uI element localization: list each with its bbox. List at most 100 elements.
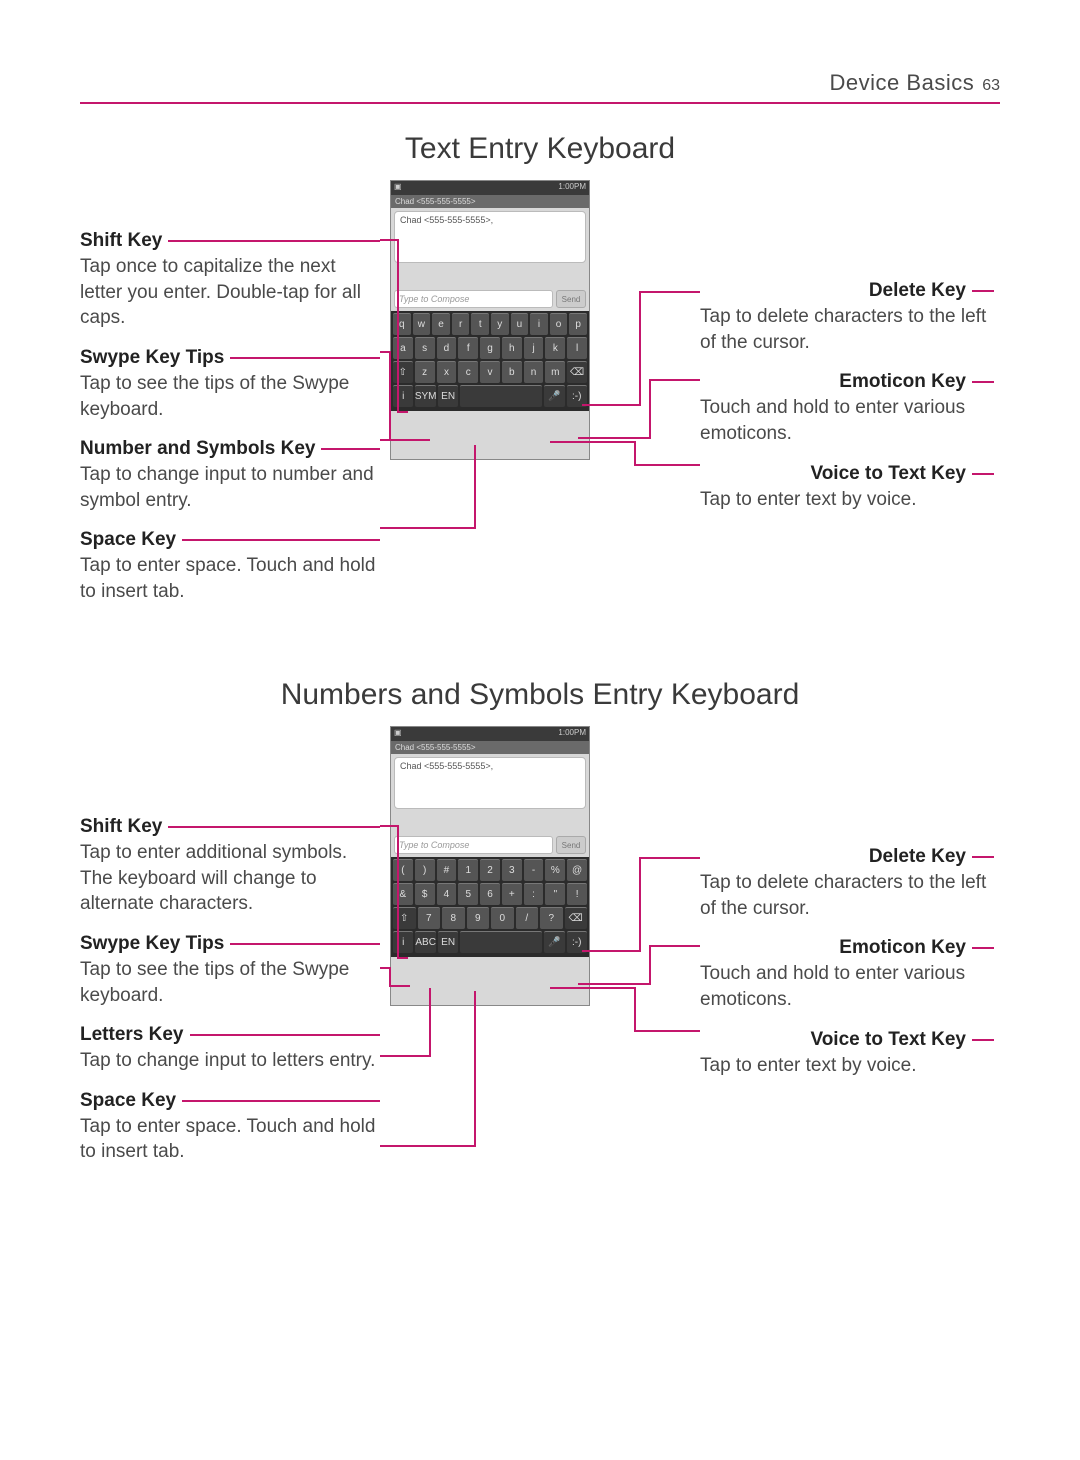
key[interactable]: @ [567, 859, 587, 881]
callout: Swype Key TipsTap to see the tips of the… [80, 347, 380, 422]
callout-label: Shift Key [80, 816, 162, 838]
key[interactable]: 🎤 [544, 385, 564, 407]
callout: Space KeyTap to enter space. Touch and h… [80, 1090, 380, 1165]
send-button[interactable]: Send [556, 290, 586, 308]
key[interactable]: 3 [502, 859, 522, 881]
callout: Voice to Text KeyTap to enter text by vo… [700, 463, 1000, 513]
key[interactable]: s [415, 337, 435, 359]
key[interactable]: 1 [458, 859, 478, 881]
key[interactable]: i [393, 931, 413, 953]
key[interactable]: x [437, 361, 457, 383]
compose-input[interactable]: Type to Compose [394, 290, 553, 308]
header-section: Device Basics [830, 70, 975, 96]
page-header: Device Basics 63 [80, 70, 1000, 104]
key[interactable]: $ [415, 883, 435, 905]
key[interactable]: ! [567, 883, 587, 905]
key[interactable]: / [516, 907, 539, 929]
callout-desc: Tap once to capitalize the next letter y… [80, 254, 380, 331]
key[interactable]: : [524, 883, 544, 905]
key[interactable]: r [452, 313, 470, 335]
key[interactable]: e [432, 313, 450, 335]
key[interactable]: EN [438, 385, 458, 407]
keyboard-qwerty[interactable]: qwertyuiopasdfghjkl⇧zxcvbnm⌫iSYMEN🎤:-) [391, 311, 589, 411]
thread-header: Chad <555-555-5555> [391, 195, 589, 208]
key[interactable]: + [502, 883, 522, 905]
key[interactable]: o [550, 313, 568, 335]
key[interactable]: n [524, 361, 544, 383]
key[interactable]: " [545, 883, 565, 905]
callout-desc: Touch and hold to enter various emoticon… [700, 961, 1000, 1012]
callout-desc: Tap to change input to letters entry. [80, 1048, 380, 1074]
key[interactable]: z [415, 361, 435, 383]
key[interactable]: ( [393, 859, 413, 881]
key[interactable]: :-) [567, 931, 587, 953]
key[interactable]: a [393, 337, 413, 359]
callout-label: Number and Symbols Key [80, 438, 315, 460]
key[interactable]: f [458, 337, 478, 359]
key[interactable]: ⇧ [393, 907, 416, 929]
key[interactable]: h [502, 337, 522, 359]
key[interactable]: i [530, 313, 548, 335]
key[interactable]: ABC [415, 931, 435, 953]
key[interactable]: d [437, 337, 457, 359]
compose-input[interactable]: Type to Compose [394, 836, 553, 854]
key[interactable]: 5 [458, 883, 478, 905]
key[interactable]: 6 [480, 883, 500, 905]
key[interactable]: m [545, 361, 565, 383]
key[interactable]: j [524, 337, 544, 359]
callout-label: Space Key [80, 529, 176, 551]
key[interactable]: :-) [567, 385, 587, 407]
key[interactable]: 2 [480, 859, 500, 881]
key[interactable]: w [413, 313, 431, 335]
key[interactable]: EN [438, 931, 458, 953]
key[interactable]: t [471, 313, 489, 335]
key[interactable]: ⌫ [567, 361, 587, 383]
section1-title: Text Entry Keyboard [80, 132, 1000, 166]
key[interactable] [460, 931, 542, 953]
key[interactable]: SYM [415, 385, 435, 407]
keyboard-symbols[interactable]: ()#123-%@ &$456+:"! ⇧7890/?⌫ iABCEN 🎤:-) [391, 857, 589, 957]
key[interactable]: 0 [491, 907, 514, 929]
status-bar: ▣1:00PM [391, 181, 589, 195]
callout: Space KeyTap to enter space. Touch and h… [80, 529, 380, 604]
key[interactable]: p [569, 313, 587, 335]
send-button[interactable]: Send [556, 836, 586, 854]
key[interactable]: q [393, 313, 411, 335]
callout-label: Shift Key [80, 230, 162, 252]
callout: Voice to Text KeyTap to enter text by vo… [700, 1029, 1000, 1079]
key[interactable]: k [545, 337, 565, 359]
key[interactable]: 9 [467, 907, 490, 929]
callout: Number and Symbols KeyTap to change inpu… [80, 438, 380, 513]
key[interactable]: u [511, 313, 529, 335]
key[interactable]: ⌫ [565, 907, 588, 929]
key[interactable]: y [491, 313, 509, 335]
status-bar: ▣1:00PM [391, 727, 589, 741]
key[interactable]: l [567, 337, 587, 359]
callout-label: Swype Key Tips [80, 933, 224, 955]
callout-desc: Tap to delete characters to the left of … [700, 304, 1000, 355]
key[interactable]: ⇧ [393, 361, 413, 383]
phone-mock-2: ▣1:00PM Chad <555-555-5555> Chad <555-55… [390, 726, 590, 1006]
callout-desc: Tap to change input to number and symbol… [80, 462, 380, 513]
key[interactable]: 4 [437, 883, 457, 905]
key[interactable]: v [480, 361, 500, 383]
key[interactable]: 8 [442, 907, 465, 929]
key[interactable]: g [480, 337, 500, 359]
callout: Letters KeyTap to change input to letter… [80, 1024, 380, 1074]
key[interactable]: c [458, 361, 478, 383]
callout-desc: Tap to enter text by voice. [700, 487, 1000, 513]
key[interactable]: ) [415, 859, 435, 881]
key[interactable]: - [524, 859, 544, 881]
key[interactable]: % [545, 859, 565, 881]
key[interactable]: 🎤 [544, 931, 564, 953]
key[interactable]: 7 [418, 907, 441, 929]
key[interactable]: b [502, 361, 522, 383]
callout: Shift KeyTap once to capitalize the next… [80, 230, 380, 331]
key[interactable]: ? [540, 907, 563, 929]
key[interactable]: # [437, 859, 457, 881]
key[interactable]: & [393, 883, 413, 905]
key[interactable] [460, 385, 542, 407]
callout-desc: Tap to see the tips of the Swype keyboar… [80, 371, 380, 422]
key[interactable]: i [393, 385, 413, 407]
callout: Emoticon KeyTouch and hold to enter vari… [700, 371, 1000, 446]
